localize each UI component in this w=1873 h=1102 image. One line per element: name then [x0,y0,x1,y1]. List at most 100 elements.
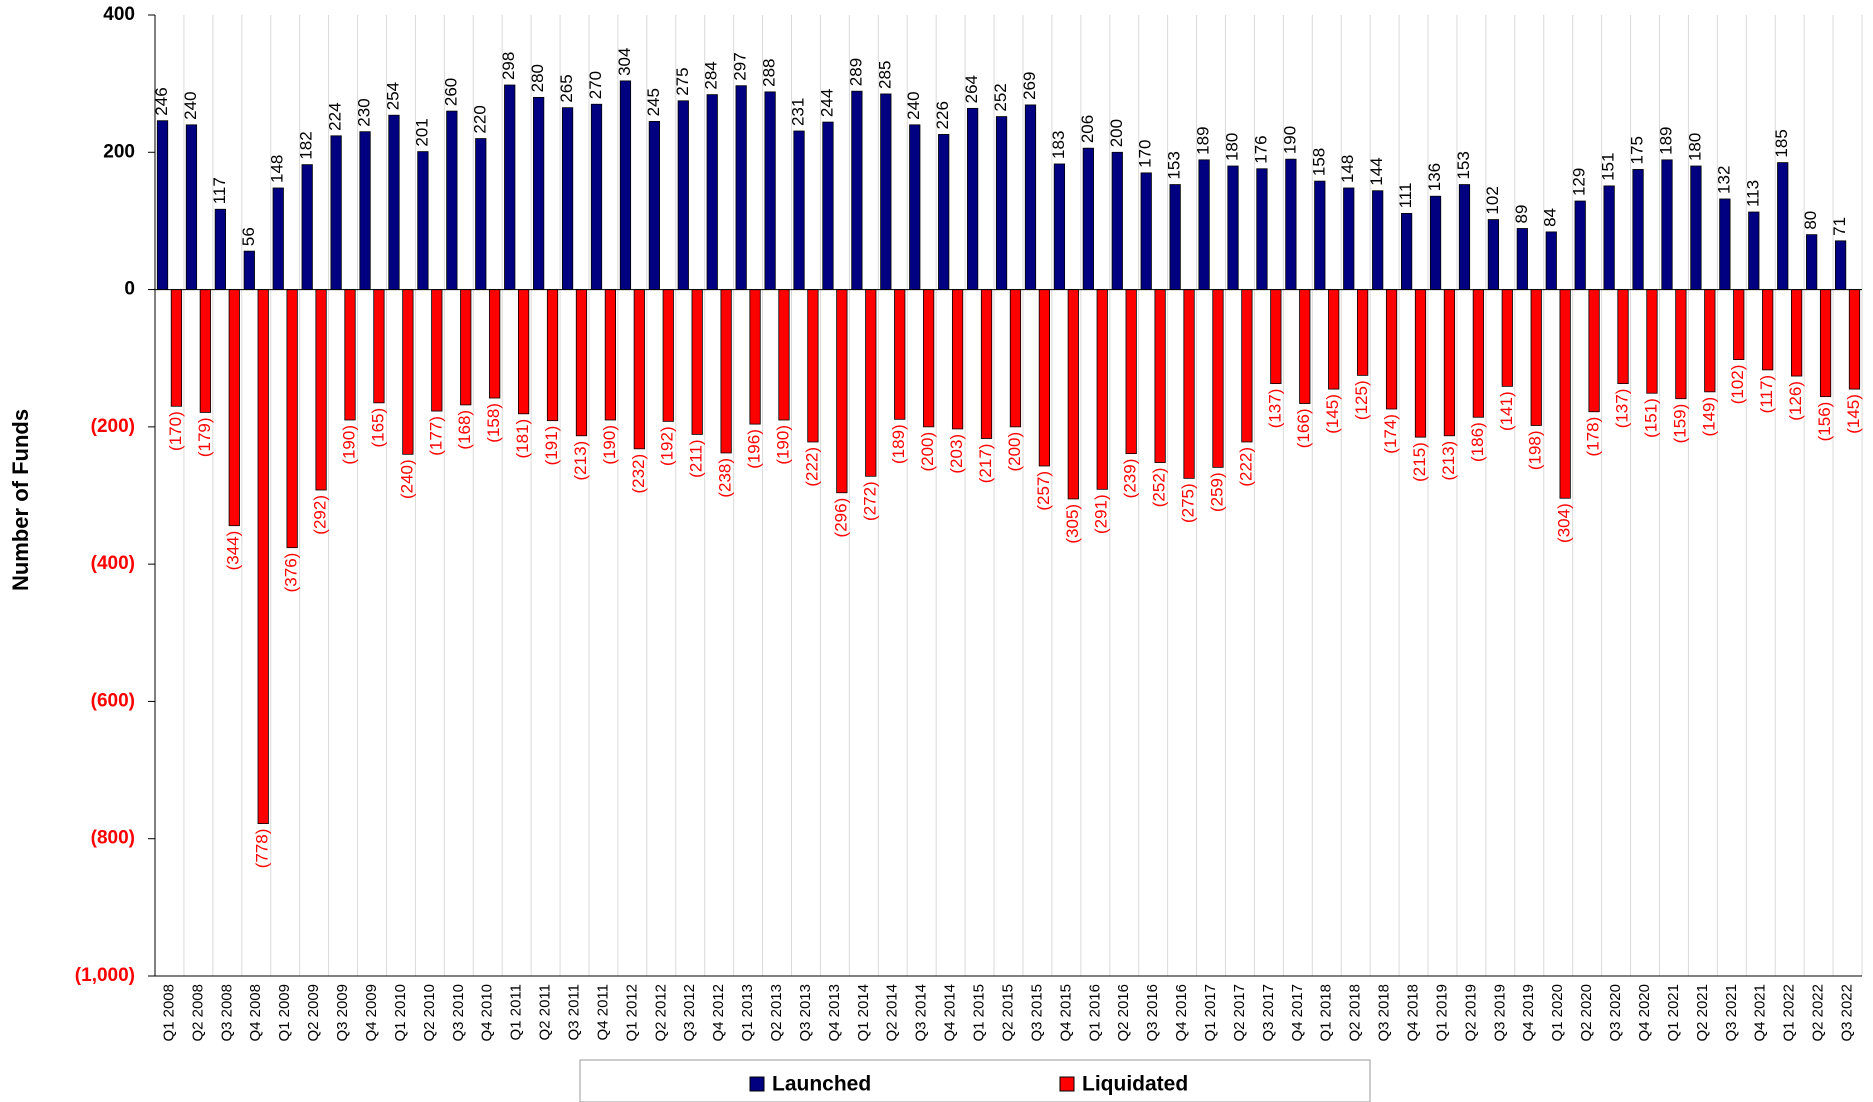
data-label: 285 [875,61,894,89]
x-tick-label: Q2 2020 [1578,984,1595,1042]
bar [1038,289,1050,467]
bar [475,138,487,290]
x-tick-label: Q2 2008 [189,984,206,1042]
bar [1183,289,1195,479]
data-label: (232) [629,454,648,494]
bar [373,289,385,404]
x-tick-label: Q1 2012 [623,984,640,1042]
data-label: (305) [1063,504,1082,544]
data-label: 183 [1049,131,1068,159]
bar [1777,162,1789,290]
bar [1646,289,1658,394]
bar [228,289,240,527]
bar [1024,104,1037,290]
bar [1140,172,1152,290]
bar [865,289,877,477]
data-label: (177) [426,416,445,456]
bar [951,289,964,430]
data-label: (304) [1555,503,1574,543]
x-tick-label: Q3 2012 [681,984,698,1042]
bar [778,289,790,421]
bar [836,289,848,494]
y-tick-label: (1,000) [75,965,135,986]
bar [431,289,443,412]
data-label: (196) [745,429,764,469]
bar [1169,184,1181,290]
legend-label: Liquidated [1082,1073,1188,1096]
data-label: (126) [1786,381,1805,421]
data-label: (778) [253,829,272,869]
bar [1227,165,1239,290]
y-tick-label: (600) [91,690,135,711]
bar [677,100,689,290]
bar [1357,289,1369,376]
bar [156,120,169,290]
data-label: (137) [1613,389,1632,429]
data-label: (141) [1497,391,1516,431]
bar [938,134,950,290]
x-tick-label: Q4 2015 [1057,984,1074,1042]
data-label: 200 [1107,119,1126,147]
bar [1082,147,1094,290]
x-tick-label: Q4 2020 [1636,984,1653,1042]
x-tick-label: Q2 2021 [1694,984,1711,1042]
bar [1372,190,1384,290]
data-label: (213) [571,441,590,481]
bar [1458,184,1471,290]
bar [1270,289,1282,385]
data-label: (170) [166,411,185,451]
data-label: 269 [1020,72,1039,100]
bar [720,289,732,454]
bar [619,80,632,290]
bar [1545,231,1557,290]
x-tick-label: Q4 2011 [594,984,611,1040]
data-label: (158) [484,403,503,443]
data-label: (259) [1207,472,1226,512]
x-tick-label: Q1 2014 [855,984,872,1042]
bar [1617,289,1629,385]
bar [691,289,703,435]
x-tick-label: Q1 2021 [1665,984,1682,1042]
data-label: (200) [918,432,937,472]
x-tick-label: Q3 2019 [1491,984,1508,1042]
data-label: 185 [1772,129,1791,157]
bar [1096,289,1108,490]
data-label: 158 [1309,148,1328,176]
bar [1256,168,1268,290]
x-tick-label: Q1 2019 [1433,984,1450,1042]
bar [648,120,660,290]
data-label: 189 [1656,126,1675,154]
bar [1400,212,1413,290]
bar [807,289,819,443]
bar [272,187,284,290]
bar [1429,195,1442,290]
x-tick-label: Q1 2022 [1781,984,1798,1042]
data-label: 151 [1599,153,1618,181]
data-label: (222) [802,447,821,487]
bar [764,91,776,290]
x-tick-label: Q2 2012 [652,984,669,1042]
data-label: 189 [1194,126,1213,154]
data-label: 148 [268,155,287,183]
bar [880,93,892,290]
data-label: (151) [1641,398,1660,438]
bar [1675,289,1687,400]
data-label: 190 [1280,126,1299,154]
bar [1314,180,1326,290]
bar [170,289,183,407]
legend-label: Launched [772,1073,871,1096]
x-tick-label: Q4 2012 [710,984,727,1042]
bar [1053,163,1066,290]
bar [1748,211,1760,290]
data-label: 254 [383,82,402,110]
data-label: 113 [1743,180,1762,207]
bar [894,289,906,420]
bar [1212,289,1224,468]
bar [1516,228,1528,290]
data-label: 136 [1425,163,1444,191]
x-tick-label: Q3 2011 [565,984,582,1040]
bar [1690,165,1702,290]
bar [793,130,805,290]
bar [402,289,414,455]
